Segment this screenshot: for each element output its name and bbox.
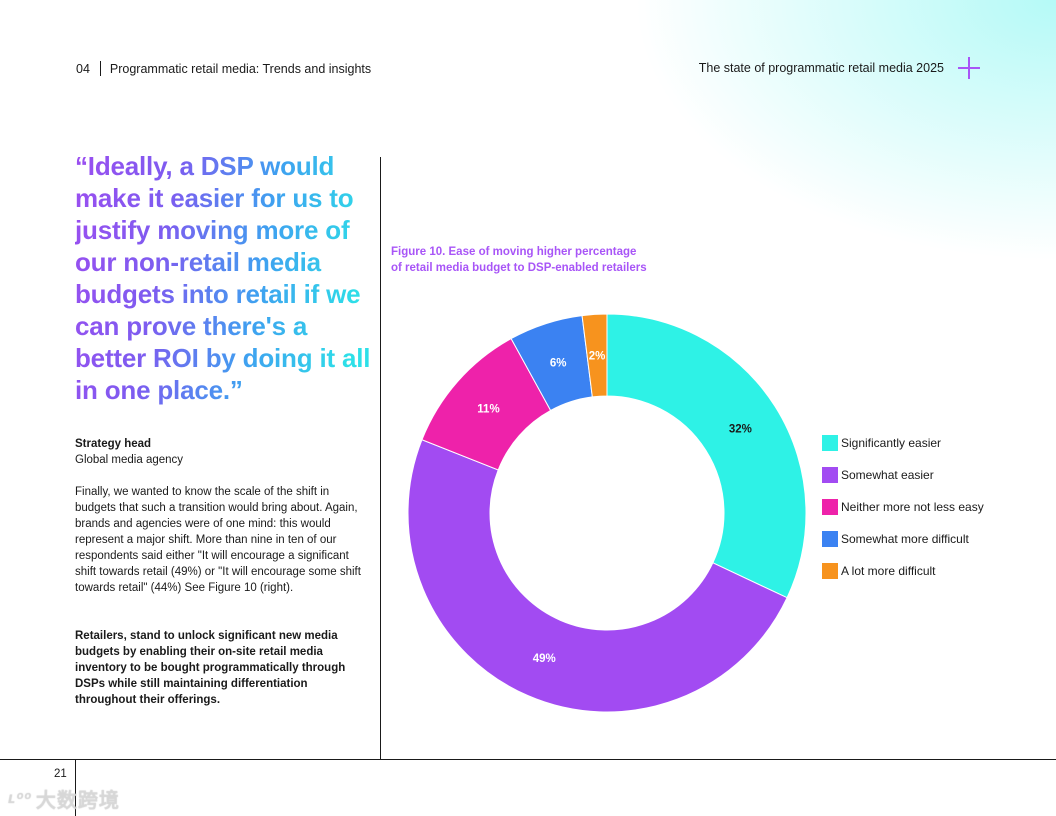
figure-title-line1: Figure 10. Ease of moving higher percent… (391, 246, 637, 258)
quote-attribution: Strategy head Global media agency (75, 436, 375, 468)
legend-item: A lot more difficult (822, 563, 984, 579)
chart-legend: Significantly easier Somewhat easier Neith… (822, 435, 984, 595)
legend-label: Somewhat easier (841, 468, 934, 482)
plus-icon (958, 57, 980, 79)
legend-label: Somewhat more difficult (841, 532, 969, 546)
footer-vertical-divider (75, 759, 76, 816)
section-header: 04 Programmatic retail media: Trends and… (76, 61, 371, 76)
callout-paragraph: Retailers, stand to unlock significant n… (75, 630, 346, 706)
column-divider (380, 157, 381, 759)
data-label-3: 6% (550, 358, 567, 370)
data-label-2: 11% (477, 404, 499, 416)
data-label-1: 49% (533, 653, 556, 665)
watermark: ʟᵒᵒ 大数跨境 (8, 784, 120, 813)
watermark-text: 大数跨境 (35, 790, 120, 812)
legend-item: Somewhat more difficult (822, 531, 984, 547)
legend-swatch (822, 467, 838, 483)
legend-item: Significantly easier (822, 435, 984, 451)
data-label-0: 32% (729, 423, 752, 435)
body-paragraph: Finally, we wanted to know the scale of … (75, 486, 361, 594)
legend-label: Neither more not less easy (841, 500, 984, 514)
watermark-logo-icon: ʟᵒᵒ (8, 789, 32, 807)
pull-quote: “Ideally, a DSP would make it easier for… (75, 150, 375, 406)
legend-label: Significantly easier (841, 436, 942, 450)
legend-swatch (822, 563, 838, 579)
legend-item: Neither more not less easy (822, 499, 984, 515)
footer-divider (0, 759, 1056, 760)
legend-label: A lot more difficult (841, 564, 936, 578)
page-number: 21 (54, 768, 67, 780)
figure-title: Figure 10. Ease of moving higher percent… (391, 244, 691, 276)
figure-title-line2: of retail media budget to DSP-enabled re… (391, 262, 647, 274)
legend-swatch (822, 531, 838, 547)
donut-slice-somewhat-easier (407, 439, 788, 713)
header-divider (99, 61, 101, 76)
donut-slice-a-lot-more-difficult (581, 313, 608, 398)
attribution-organization: Global media agency (75, 454, 184, 466)
legend-swatch (822, 435, 838, 451)
attribution-name: Strategy head (75, 438, 152, 450)
legend-item: Somewhat easier (822, 467, 984, 483)
data-label-4: 2% (589, 350, 606, 362)
legend-swatch (822, 499, 838, 515)
donut-slice-significantly-easier (606, 313, 807, 599)
section-number: 04 (76, 61, 90, 76)
section-title: Programmatic retail media: Trends and in… (109, 61, 372, 76)
report-title: The state of programmatic retail media 2… (698, 61, 944, 75)
